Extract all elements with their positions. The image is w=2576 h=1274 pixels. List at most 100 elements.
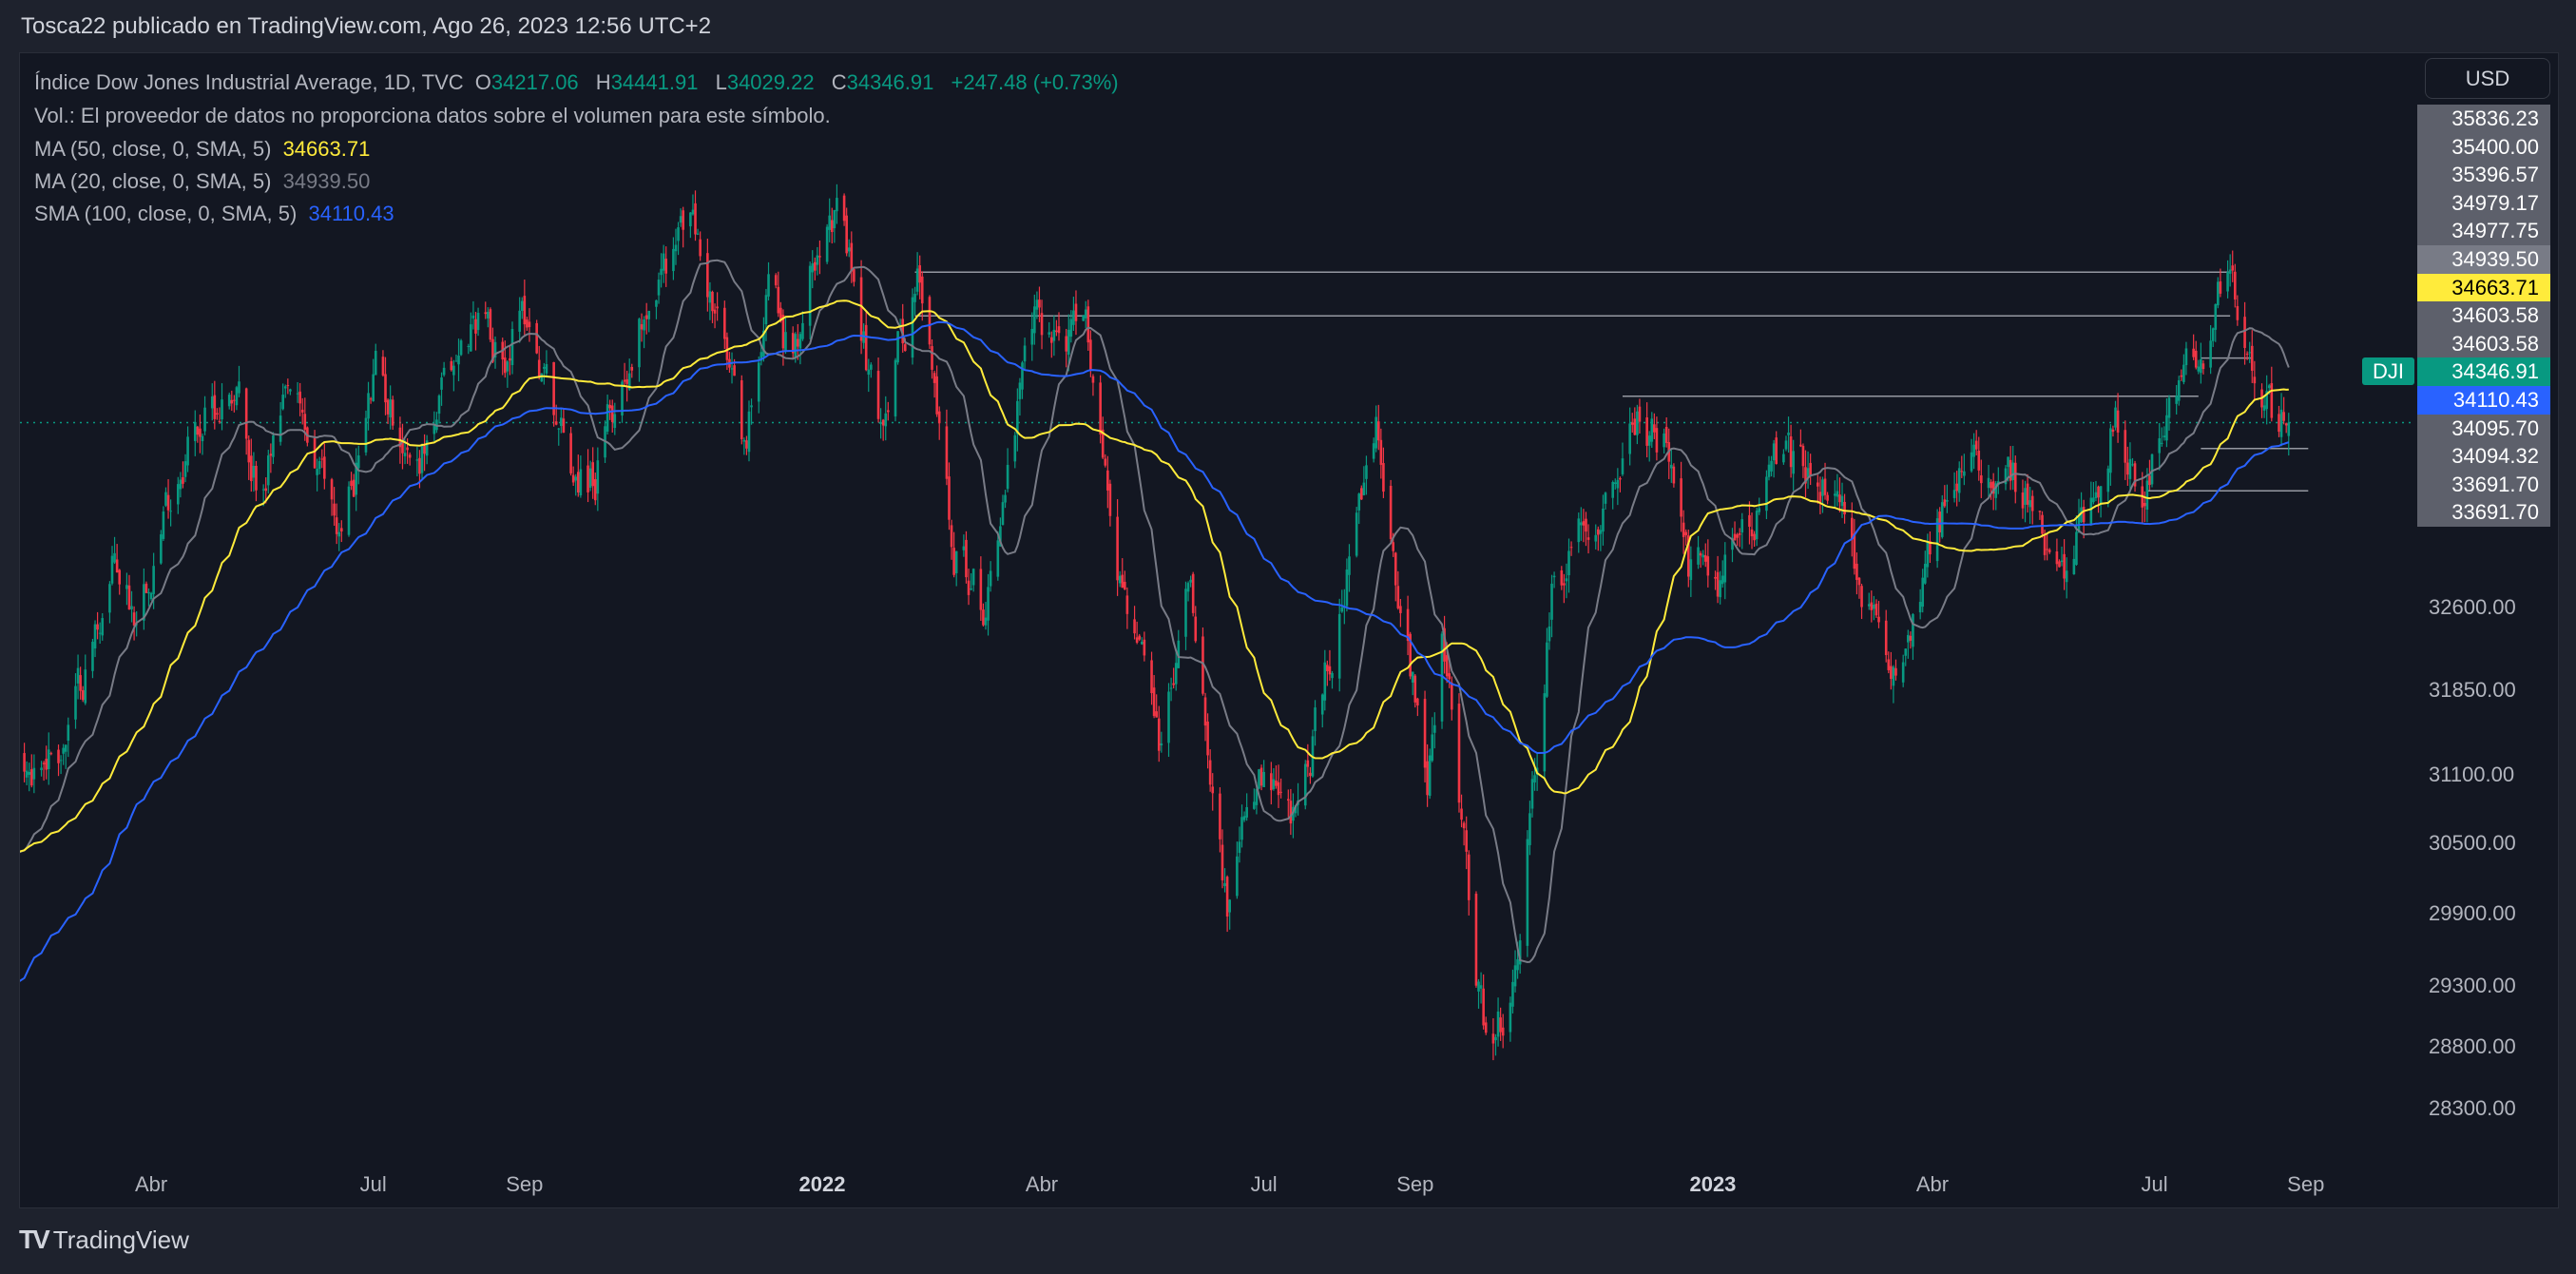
candle-body [879, 421, 882, 424]
time-tick: Sep [2287, 1172, 2325, 1196]
candle-body [1857, 577, 1861, 586]
candle-body [664, 259, 668, 274]
candle [1169, 677, 1173, 702]
candle-body [1753, 533, 1756, 541]
candle-body [76, 667, 80, 684]
candle-body [186, 436, 189, 466]
candle-body [474, 318, 477, 334]
candle [433, 411, 436, 442]
candle-body [2282, 412, 2285, 421]
candle [45, 745, 48, 780]
tradingview-branding[interactable]: TV TradingView [19, 1225, 189, 1255]
candle-body [2041, 514, 2044, 534]
candle [1428, 748, 1432, 800]
time-tick: Abr [1025, 1172, 1059, 1196]
candle-body [1733, 533, 1737, 541]
ma20-legend[interactable]: MA (20, close, 0, SMA, 5) 34939.50 [34, 169, 375, 194]
candle-body [415, 459, 419, 461]
candle-body [1238, 841, 1241, 854]
candle [1604, 492, 1607, 510]
candle [169, 499, 172, 527]
candle [1443, 615, 1446, 674]
candle-body [588, 468, 592, 488]
candle-body [982, 609, 985, 626]
price-label: 33691.70 [2417, 470, 2550, 499]
candle [643, 316, 645, 349]
candle-body [560, 417, 563, 427]
candle-body [59, 760, 63, 762]
candle-body [57, 749, 60, 763]
price-chart[interactable] [20, 53, 2558, 1207]
candle-body [1124, 581, 1126, 589]
candle-body [244, 388, 248, 439]
candle [1496, 997, 1500, 1047]
candle-body [842, 195, 846, 222]
candle [1874, 599, 1878, 618]
candle [474, 311, 477, 351]
candle [1750, 512, 1754, 550]
candle-body [2028, 500, 2031, 508]
candle-body [2236, 305, 2240, 320]
candle [1309, 766, 1312, 784]
candle-body [1184, 589, 1187, 637]
candle [2287, 413, 2291, 456]
candle-body [1580, 522, 1583, 526]
candle [1379, 428, 1383, 479]
candle [1006, 448, 1009, 492]
candle [233, 395, 236, 413]
candle-body [1416, 698, 1419, 706]
candle [1462, 820, 1466, 846]
candle [1035, 291, 1039, 319]
candle [442, 361, 446, 377]
ma50-legend[interactable]: MA (50, close, 0, SMA, 5) 34663.71 [34, 137, 375, 162]
candle [130, 590, 133, 623]
candle [1394, 551, 1397, 602]
candle-body [2099, 486, 2103, 504]
candle [269, 443, 273, 473]
candle-body [2287, 422, 2291, 436]
sma100-legend[interactable]: SMA (100, close, 0, SMA, 5) 34110.43 [34, 202, 400, 226]
candle [1413, 674, 1417, 708]
candle-body [1323, 662, 1327, 701]
candle [337, 523, 341, 551]
price-label: 35396.57 [2417, 161, 2550, 189]
candle [1650, 412, 1654, 449]
candle [454, 354, 458, 362]
candle-body [29, 769, 33, 786]
candle-body [1133, 619, 1136, 634]
candle [1184, 581, 1187, 650]
candle [101, 612, 105, 641]
candle-body [1357, 493, 1361, 511]
candle-body [1379, 439, 1383, 465]
candle-body [169, 511, 172, 512]
candle-body [606, 404, 609, 432]
currency-button[interactable]: USD [2425, 58, 2550, 99]
candle-body [1929, 540, 1932, 555]
candle [1918, 589, 1922, 620]
candle [569, 426, 572, 476]
candle [450, 357, 453, 372]
candle [1457, 693, 1461, 813]
candle-body [144, 583, 148, 593]
candle-body [1467, 854, 1471, 900]
candle [435, 412, 438, 434]
candle-body [1225, 877, 1229, 917]
candle [1567, 538, 1570, 593]
chart-pane[interactable]: Índice Dow Jones Industrial Average, 1D,… [19, 52, 2559, 1208]
candle-body [723, 307, 726, 339]
candle-body [279, 415, 282, 442]
candle [2124, 420, 2127, 480]
candle-body [459, 340, 463, 356]
candle-body [1853, 533, 1856, 569]
candle [1817, 474, 1819, 504]
candle-body [1909, 635, 1913, 641]
candle-body [818, 256, 821, 258]
candle-body [1057, 326, 1061, 334]
candle-body [386, 399, 390, 415]
candle-body [1577, 518, 1581, 543]
candle-body [93, 624, 97, 649]
candle [1894, 659, 1897, 681]
candle [471, 300, 475, 330]
candle [1946, 484, 1949, 513]
candle [2021, 479, 2025, 519]
